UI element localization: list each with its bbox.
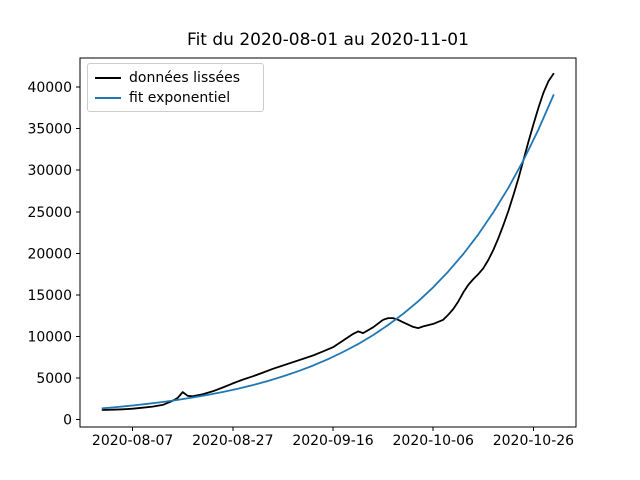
y-tick-label: 15000: [27, 288, 72, 304]
axes-spines: [79, 57, 577, 428]
chart-title: Fit du 2020-08-01 au 2020-11-01: [187, 30, 469, 50]
legend-item-donnees-lissees: données lissées: [88, 68, 263, 88]
legend-line-sample-black: [95, 77, 121, 79]
series-line-fit-exponentiel: [101, 94, 555, 410]
series-line-donnees-lissees: [101, 72, 555, 411]
y-tick-label: 35000: [27, 122, 72, 138]
y-tick-label: 40000: [27, 80, 72, 96]
legend-label: fit exponentiel: [129, 90, 231, 106]
legend: données lissées fit exponentiel: [87, 63, 264, 112]
x-tick-label: 2020-08-07: [92, 433, 173, 449]
x-tick-label: 2020-10-06: [393, 433, 474, 449]
y-tick-label: 10000: [27, 329, 72, 345]
legend-item-fit-exponentiel: fit exponentiel: [88, 88, 263, 108]
x-tick-label: 2020-10-26: [493, 433, 574, 449]
legend-label: données lissées: [129, 70, 241, 86]
y-tick-label: 30000: [27, 163, 72, 179]
y-tick-label: 20000: [27, 246, 72, 262]
x-tick-label: 2020-09-16: [292, 433, 373, 449]
y-tick-label: 5000: [36, 371, 72, 387]
legend-line-sample-blue: [95, 97, 121, 99]
y-tick-label: 25000: [27, 205, 72, 221]
x-tick-label: 2020-08-27: [192, 433, 273, 449]
y-tick-label: 0: [63, 413, 72, 429]
